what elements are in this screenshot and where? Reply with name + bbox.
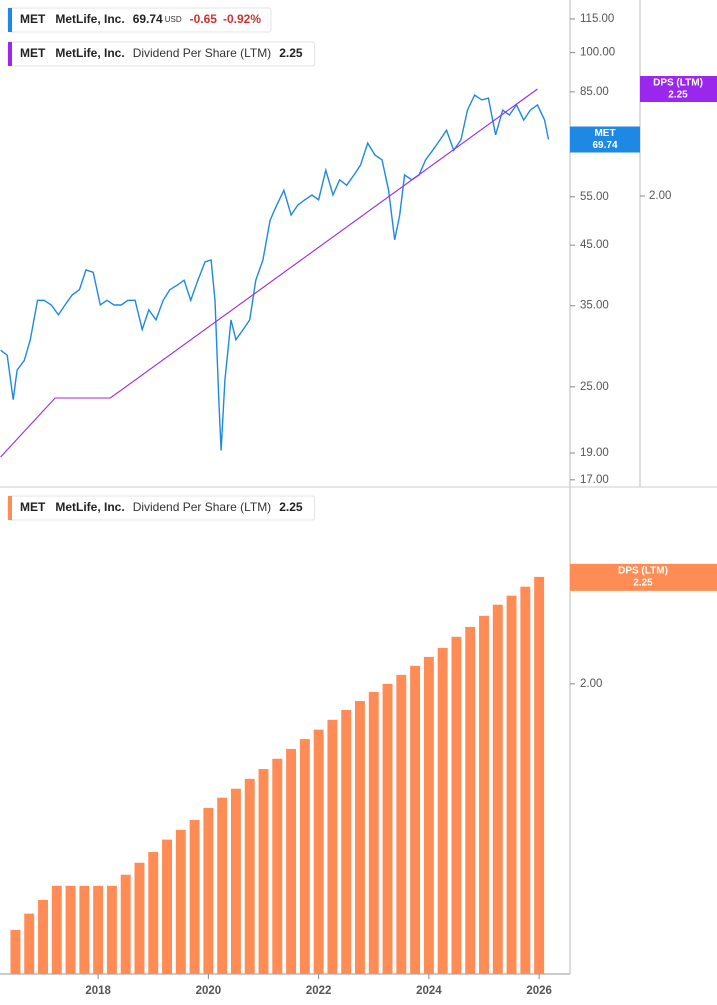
y-tick-label: 35.00 (580, 300, 609, 312)
y-tick-label: 115.00 (580, 13, 614, 25)
bar (106, 885, 117, 974)
bar (272, 758, 283, 974)
bar (175, 829, 186, 974)
bar (10, 929, 21, 974)
bar (286, 748, 297, 974)
dps-tag-value: 2.25 (633, 578, 653, 589)
y-tick-label: 19.00 (580, 447, 609, 459)
bar (437, 647, 448, 974)
price-tag (570, 126, 640, 153)
legend-text: 2.25 (279, 500, 303, 514)
legend-text: 2.25 (279, 46, 303, 60)
legend-text: USD (165, 15, 182, 24)
legend-text: Dividend Per Share (LTM) (133, 500, 272, 514)
bar (299, 739, 310, 974)
price-tag-value: 69.74 (592, 140, 617, 151)
legend-text: MET (20, 12, 46, 26)
bar (189, 819, 200, 974)
bar (217, 797, 228, 974)
y-tick-label: 17.00 (580, 474, 609, 486)
bar (355, 700, 365, 974)
y-tick-label: 2.00 (580, 678, 602, 690)
legend-swatch (8, 42, 12, 66)
bar (65, 885, 76, 974)
bar (93, 885, 104, 974)
bar (203, 807, 214, 974)
legend-swatch (8, 496, 12, 520)
bar (534, 576, 545, 974)
bar (313, 729, 324, 974)
bar (148, 852, 159, 974)
bar (24, 913, 35, 974)
y-tick-label: 100.00 (580, 47, 615, 59)
y-tick-label: 45.00 (580, 239, 609, 251)
x-tick-label: 2026 (526, 985, 552, 997)
bar (396, 674, 407, 974)
bar (258, 769, 269, 974)
price-tag-ticker: MET (594, 128, 615, 139)
x-tick-label: 2024 (416, 985, 442, 997)
legend-text: -0.92% (223, 12, 261, 26)
bar (38, 899, 48, 974)
legend-text: 69.74 (133, 12, 163, 26)
y-tick-label: 25.00 (580, 381, 609, 393)
y-tick-label: 55.00 (580, 191, 609, 203)
x-tick-label: 2022 (306, 985, 332, 997)
bar (410, 665, 421, 974)
y2-tick-label: 2.00 (649, 190, 671, 202)
bar (79, 885, 90, 974)
x-tick-label: 2020 (196, 985, 222, 997)
dps-tag (640, 76, 717, 103)
bar (120, 874, 131, 974)
bar (423, 656, 434, 974)
dps-tag-name: DPS (LTM) (653, 78, 703, 89)
bar (368, 691, 379, 974)
x-tick-label: 2018 (85, 985, 111, 997)
legend-text: -0.65 (190, 12, 218, 26)
bar (506, 595, 517, 974)
series-line (0, 93, 550, 451)
bar (492, 604, 503, 974)
dps-tag-name: DPS (LTM) (618, 566, 668, 577)
bar (465, 626, 476, 974)
bar (479, 615, 489, 974)
legend-text: MetLife, Inc. (55, 12, 124, 26)
bar (134, 862, 145, 974)
legend-swatch (8, 8, 12, 32)
legend-text: Dividend Per Share (LTM) (133, 46, 272, 60)
bar (520, 586, 531, 974)
bar (244, 778, 255, 974)
dps-tag-value: 2.25 (668, 90, 688, 101)
bar (451, 636, 462, 974)
bar (162, 839, 172, 974)
dps-tag (570, 563, 717, 591)
y-tick-label: 85.00 (580, 86, 609, 98)
bar (382, 683, 393, 974)
series-line (0, 88, 538, 458)
bar (230, 788, 241, 974)
legend-text: MetLife, Inc. (55, 46, 124, 60)
legend-text: MET (20, 46, 46, 60)
bar (341, 709, 352, 974)
bar (51, 885, 62, 974)
legend-text: MetLife, Inc. (55, 500, 124, 514)
legend-text: MET (20, 500, 46, 514)
bar (327, 719, 338, 974)
